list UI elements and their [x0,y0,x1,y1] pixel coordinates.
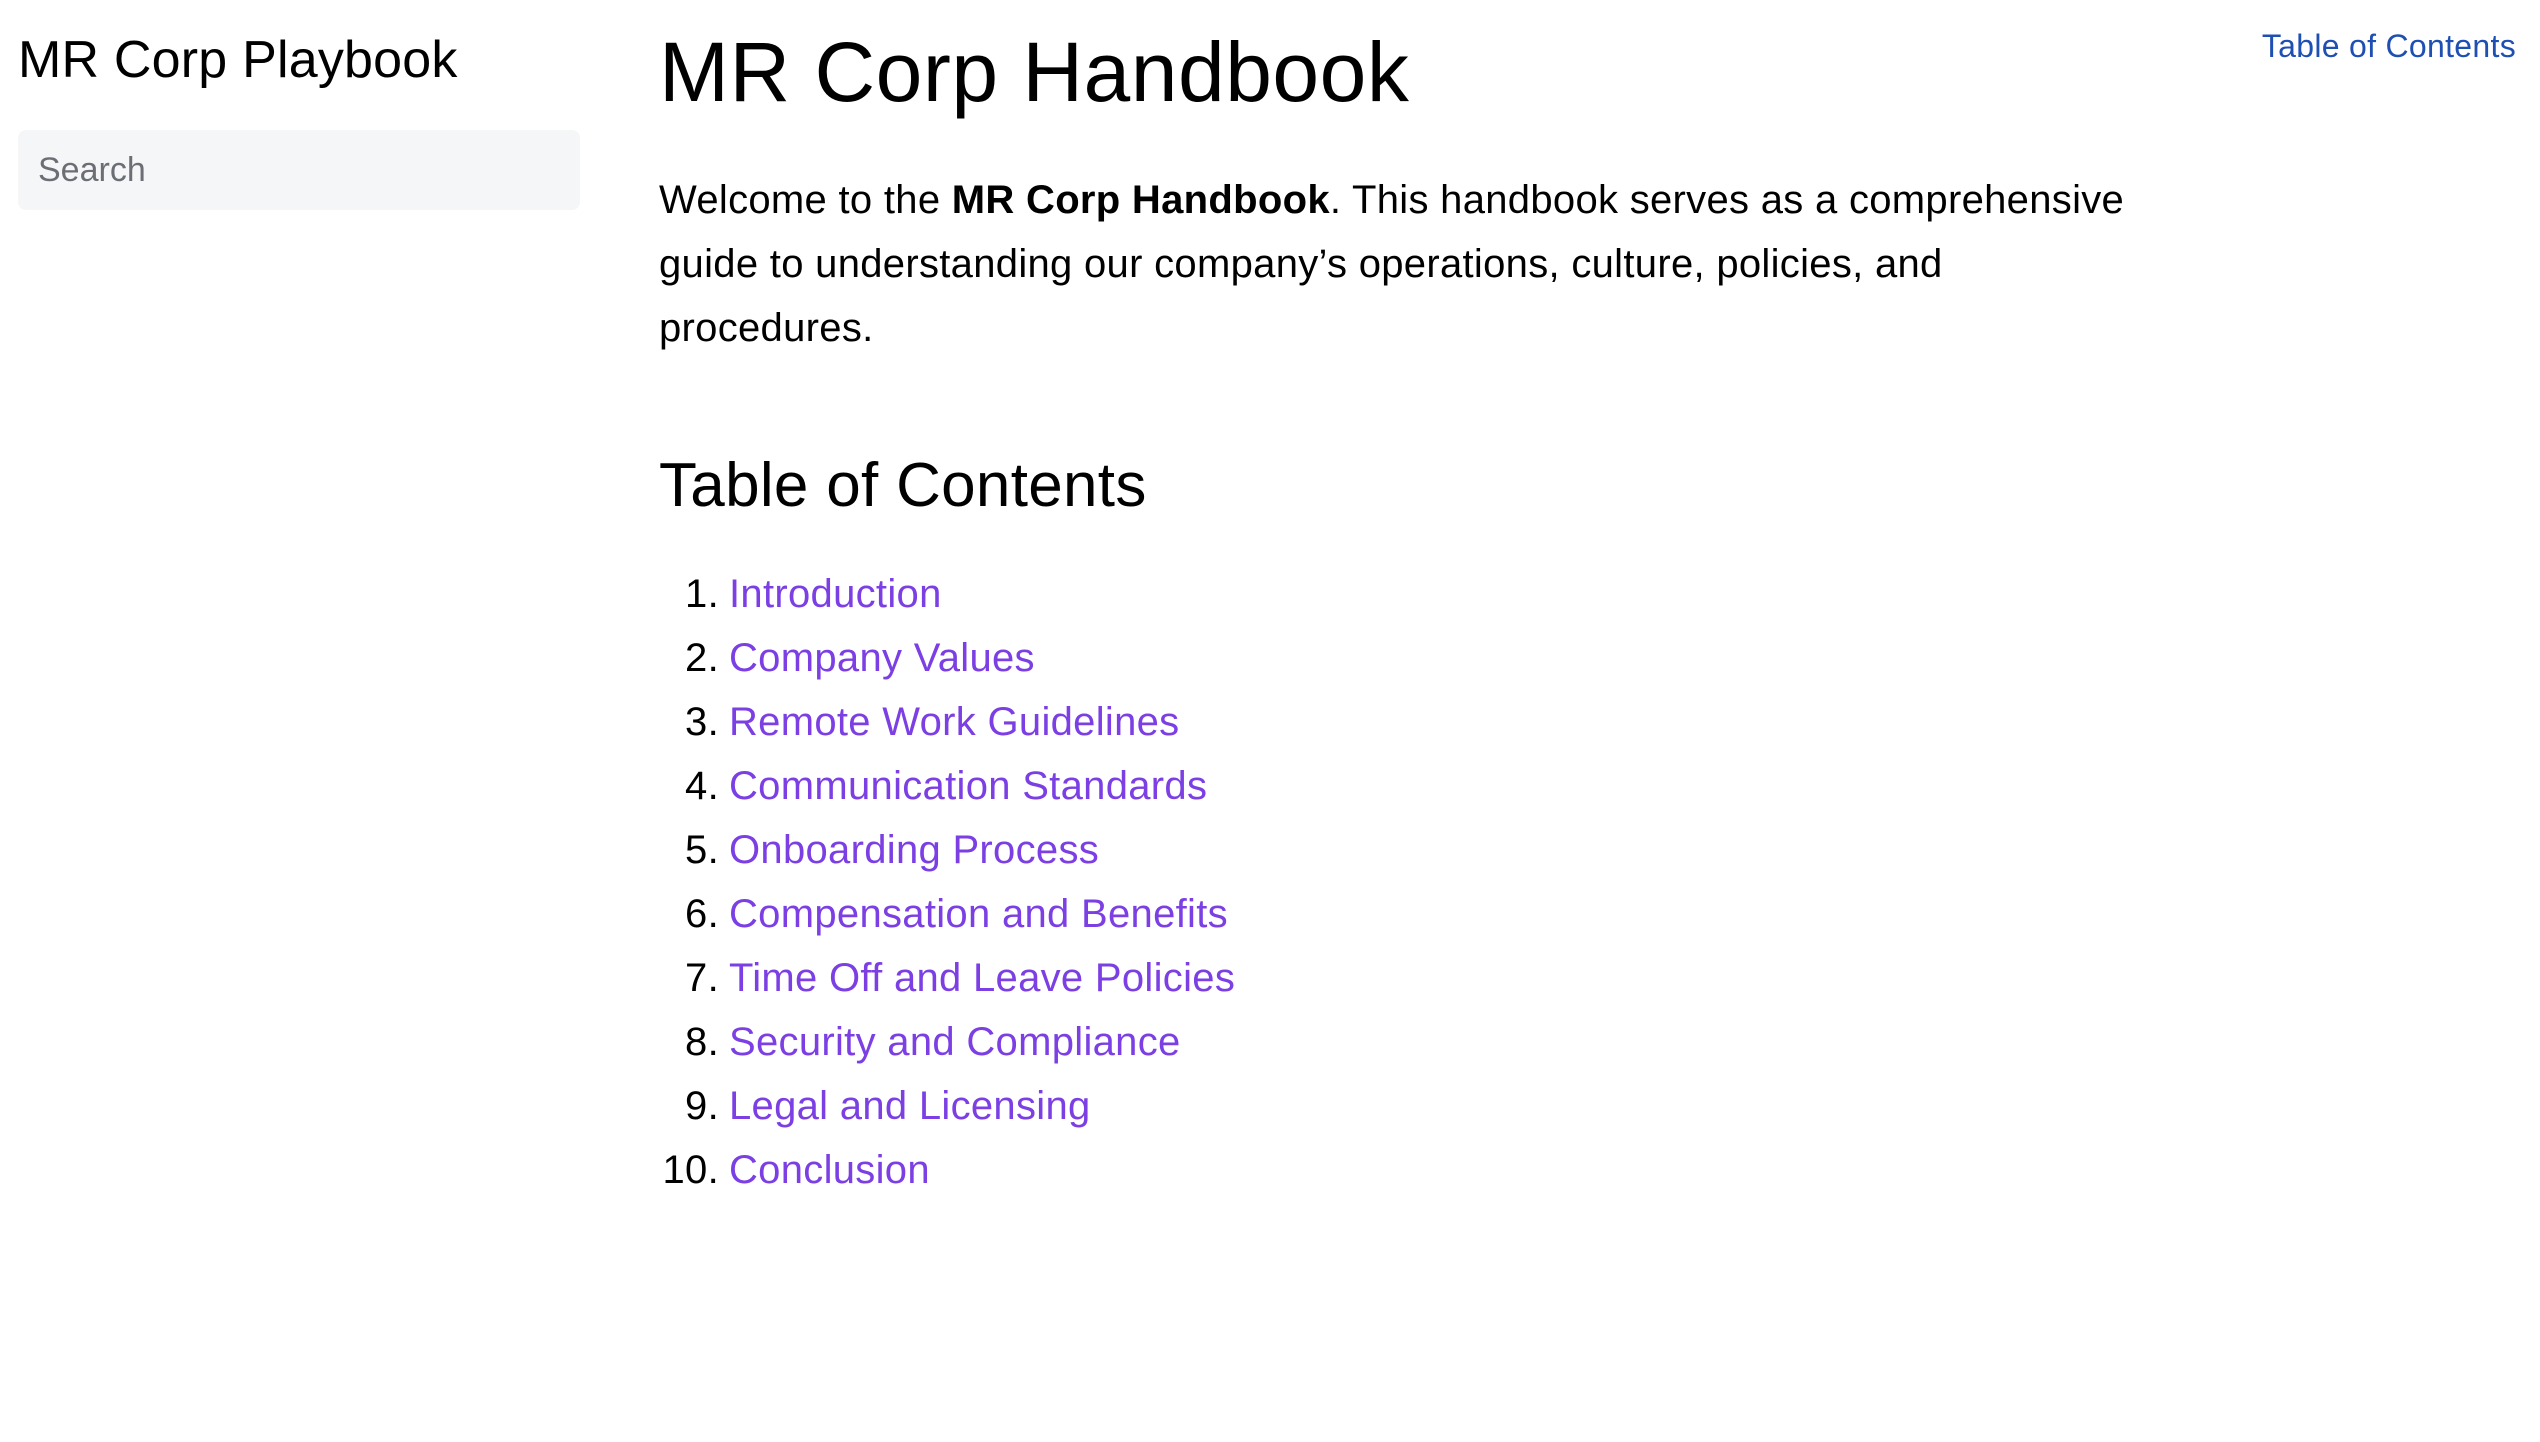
toc-nav-link[interactable]: Table of Contents [2261,28,2516,64]
toc-item-number: 8. [685,1020,719,1064]
toc-item-number: 4. [685,764,719,808]
toc-heading: Table of Contents [659,451,1147,520]
toc-item: 7. Time Off and Leave Policies [659,946,2219,1010]
intro-paragraph: Welcome to the MR Corp Handbook. This ha… [659,168,2159,360]
toc-item-number: 1. [685,572,719,616]
site-title[interactable]: MR Corp Playbook [18,31,458,89]
toc-link-conclusion[interactable]: Conclusion [729,1148,930,1192]
toc-link-compensation[interactable]: Compensation and Benefits [729,892,1228,936]
toc-item-number: 5. [685,828,719,872]
toc-list: 1. Introduction 2. Company Values 3. Remote… [659,562,2219,1202]
toc-item-number: 6. [685,892,719,936]
toc-link-remote-work[interactable]: Remote Work Guidelines [729,700,1180,744]
toc-item: 4. Communication Standards [659,754,2219,818]
search-input[interactable] [18,130,580,210]
intro-text-start: Welcome to the [659,178,952,222]
toc-link-security[interactable]: Security and Compliance [729,1020,1181,1064]
toc-link-legal[interactable]: Legal and Licensing [729,1084,1091,1128]
toc-item-number: 2. [685,636,719,680]
intro-text-end: . This handbook serves as a comprehensiv… [659,178,2125,350]
intro-bold-text: MR Corp Handbook [951,178,1330,222]
toc-item: 5. Onboarding Process [659,818,2219,882]
toc-link-company-values[interactable]: Company Values [729,636,1035,680]
toc-item-number: 10. [662,1148,719,1192]
sidebar: MR Corp Playbook [18,28,580,210]
toc-item: 3. Remote Work Guidelines [659,690,2219,754]
toc-item: 6. Compensation and Benefits [659,882,2219,946]
toc-item: 2. Company Values [659,626,2219,690]
toc-link-onboarding[interactable]: Onboarding Process [729,828,1100,872]
toc-item: 1. Introduction [659,562,2219,626]
toc-item-number: 3. [685,700,719,744]
toc-link-introduction[interactable]: Introduction [729,572,942,616]
toc-item: 8. Security and Compliance [659,1010,2219,1074]
main-content: MR Corp Handbook Welcome to the MR Corp … [659,22,2219,1202]
toc-item: 9. Legal and Licensing [659,1074,2219,1138]
toc-link-communication[interactable]: Communication Standards [729,764,1208,808]
toc-link-time-off[interactable]: Time Off and Leave Policies [729,956,1236,1000]
toc-item-number: 9. [685,1084,719,1128]
toc-item: 10. Conclusion [659,1138,2219,1202]
toc-item-number: 7. [685,956,719,1000]
page-title: MR Corp Handbook [659,25,1410,119]
